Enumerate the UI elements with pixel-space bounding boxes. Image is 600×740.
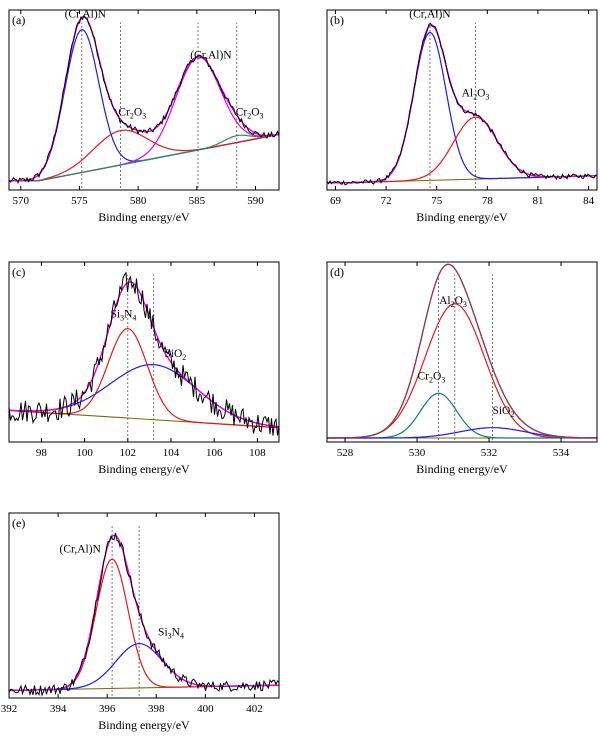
peak-annotation: Cr2O3 — [236, 106, 264, 120]
plot-area — [9, 525, 279, 697]
x-axis-label: Binding energy/eV — [98, 718, 190, 732]
peak-annotation: Cr2O3 — [417, 371, 445, 385]
peak-annotation: (Cr,Al)N — [59, 543, 101, 555]
envelope-line — [9, 534, 279, 692]
x-tick-label: 400 — [197, 703, 214, 715]
plot-area — [327, 22, 597, 188]
fitted-peak-2 — [327, 116, 597, 184]
x-tick-label: 532 — [481, 447, 498, 459]
plot-area — [327, 263, 597, 440]
x-tick-label: 402 — [246, 703, 263, 715]
x-tick-label: 108 — [249, 447, 266, 459]
panel-a: 570 575 580 585 590 (a) Binding energy/eV (Cr,A… — [8, 8, 280, 224]
peak-annotation: SiO2 — [492, 405, 514, 419]
fitted-peak-2 — [9, 129, 279, 182]
raw-data-line — [9, 14, 279, 184]
peak-annotation: Al2O3 — [462, 88, 490, 102]
x-axis-label: Binding energy/eV — [98, 210, 190, 224]
x-tick-label: 98 — [36, 447, 48, 459]
panel-label: (a) — [12, 13, 25, 27]
plot-area — [9, 271, 279, 440]
fitted-peak-4 — [9, 133, 279, 182]
peak-annotation: Si3N4 — [111, 309, 137, 323]
peak-annotation: Si3N4 — [158, 627, 184, 641]
x-tick-label: 392 — [1, 703, 18, 715]
x-tick-label: 102 — [120, 447, 137, 459]
plot-frame — [8, 9, 280, 191]
plot-frame — [326, 9, 598, 191]
raw-data-line — [327, 22, 597, 186]
peak-annotation: Al2O3 — [439, 295, 467, 309]
x-tick-label: 100 — [76, 447, 93, 459]
panel-label: (d) — [330, 265, 344, 279]
fitted-peak-2 — [9, 643, 279, 692]
panel-label: (b) — [330, 13, 344, 27]
x-axis-label: Binding energy/eV — [416, 462, 508, 476]
x-tick-label: 69 — [330, 195, 342, 207]
panel-d: 528 530 532 534 (d) Binding energy/eV Al2O3 Cr2… — [326, 261, 598, 476]
peak-annotation: (Cr,Al)N — [65, 8, 107, 20]
panel-c: 98 100 102 104 106 108 (c) Binding energy/eV Si3… — [8, 261, 280, 476]
envelope-line — [327, 263, 597, 439]
x-tick-label: 534 — [553, 447, 570, 459]
x-tick-label: 396 — [99, 703, 116, 715]
x-tick-label: 398 — [148, 703, 165, 715]
x-tick-label: 75 — [431, 195, 443, 207]
fitted-peak-1 — [9, 29, 279, 182]
panel-label: (c) — [12, 265, 25, 279]
peak-annotation: (Cr,Al)N — [190, 50, 232, 62]
x-tick-label: 78 — [482, 195, 494, 207]
x-tick-label: 84 — [583, 195, 595, 207]
x-axis-label: Binding energy/eV — [416, 210, 508, 224]
x-tick-label: 528 — [337, 447, 354, 459]
raw-data-line — [9, 271, 279, 436]
fitted-peak-1 — [9, 558, 279, 692]
fitted-peak-1 — [9, 327, 279, 429]
plot-frame — [8, 261, 280, 443]
panel-b: 69 72 75 78 81 84 (b) Binding energy/eV (Cr,Al)N… — [326, 8, 598, 224]
plot-frame — [8, 512, 280, 699]
x-tick-label: 590 — [247, 195, 264, 207]
peak-annotation: Cr2O3 — [118, 106, 146, 120]
x-tick-label: 81 — [532, 195, 543, 207]
x-tick-label: 394 — [50, 703, 67, 715]
panel-e: 392 394 396 398 400 402 (e) Binding energy/eV (C… — [1, 512, 280, 732]
plot-frame — [326, 261, 598, 443]
envelope-line — [9, 281, 279, 428]
x-tick-label: 585 — [189, 195, 206, 207]
x-tick-label: 104 — [163, 447, 180, 459]
peak-annotation: SiO2 — [164, 348, 186, 362]
x-tick-label: 580 — [130, 195, 147, 207]
x-tick-label: 106 — [206, 447, 223, 459]
x-tick-label: 530 — [409, 447, 426, 459]
peak-annotation: (Cr,Al)N — [409, 8, 451, 20]
x-tick-label: 575 — [71, 195, 88, 207]
x-axis-label: Binding energy/eV — [98, 462, 190, 476]
plot-area — [9, 14, 279, 188]
raw-data-line — [327, 263, 597, 439]
x-tick-label: 570 — [12, 195, 29, 207]
raw-data-line — [9, 532, 279, 697]
x-tick-label: 72 — [381, 195, 392, 207]
panel-label: (e) — [12, 516, 25, 530]
